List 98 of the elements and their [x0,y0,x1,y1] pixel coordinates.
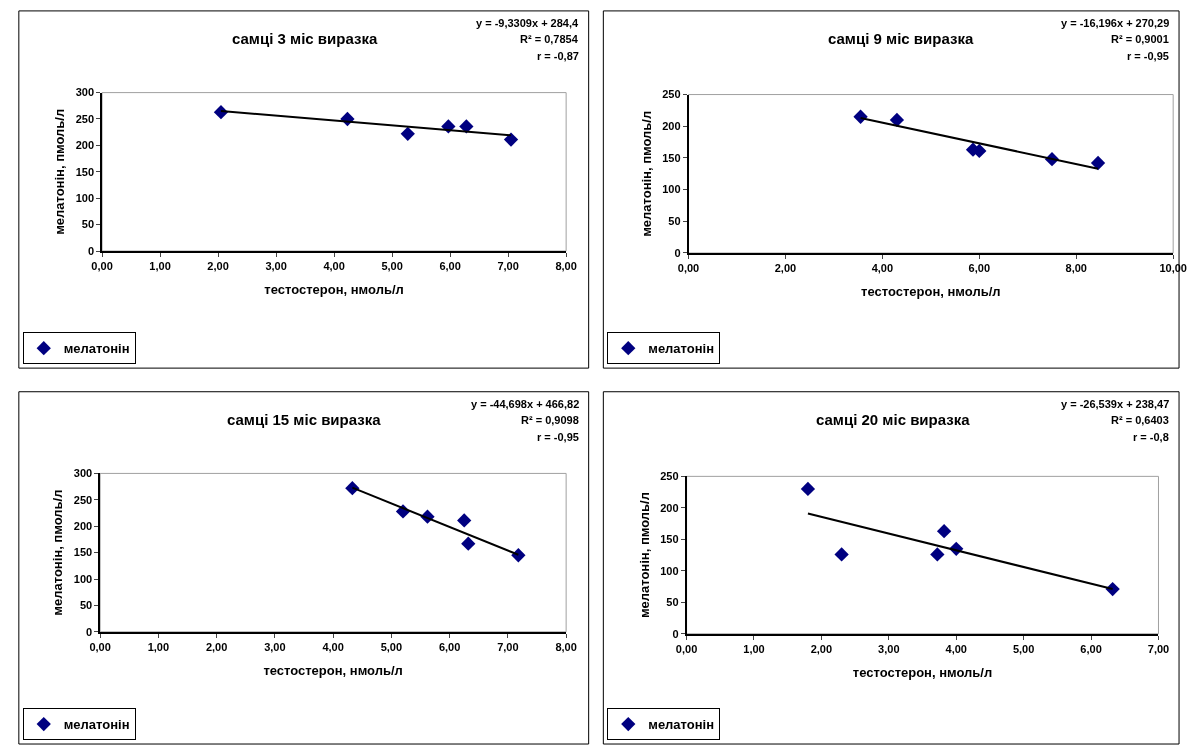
y-tick-label: 100 [662,183,681,196]
x-tick-label: 5,00 [1012,642,1035,655]
x-tick-label: 0,00 [91,259,113,272]
text: y = -26,539x + 238,47 [1061,398,1170,410]
x-tick-label: 7,00 [497,640,519,653]
x-tick-label: 1,00 [147,640,170,653]
x-axis-title: тестостерон, нмоль/л [852,664,993,680]
y-axis-title: мелатонін, пмоль/л [50,489,66,616]
chart-title: самці 15 міс виразка [227,411,382,428]
x-axis-title: тестостерон, нмоль/л [264,282,404,298]
y-axis-title: мелатонін, пмоль/л [636,492,652,619]
y-tick-label: 250 [73,493,93,506]
y-tick-label: 250 [662,88,681,101]
y-tick-label: 50 [81,218,95,231]
y-tick-label: 200 [75,139,95,152]
text: R² = 0,9001 [1111,33,1169,45]
point [930,547,945,562]
y-tick-label: 0 [674,246,681,259]
x-tick-label: 0,00 [89,640,111,653]
chart-title: самці 20 міс виразка [816,411,971,428]
x-tick-label: 3,00 [265,259,287,272]
text: R² = 0,6403 [1111,414,1169,426]
y-tick-label: 50 [79,599,93,612]
x-tick-label: 4,00 [322,640,344,653]
point [936,524,952,539]
y-tick-label: 150 [662,151,681,164]
legend-label: мелатонін [648,341,715,357]
y-tick-label: 100 [73,572,93,585]
y-tick-label: 200 [73,520,93,533]
x-tick-label: 1,00 [149,259,171,272]
x-axis-title: тестостерон, нмоль/л [861,284,1001,300]
x-tick-label: 8,00 [555,259,577,272]
y-tick-label: 0 [86,625,93,638]
y-axis-title: мелатонін, пмоль/л [638,110,654,237]
x-tick-label: 6,00 [439,259,461,272]
x-tick-label: 2,00 [207,259,229,272]
y-tick-label: 150 [660,533,679,546]
x-tick-label: 6,00 [438,640,461,653]
point [889,112,905,128]
point [1090,155,1106,171]
x-tick-label: 10,00 [1159,261,1187,274]
y-tick-label: 200 [660,501,679,514]
legend-label: мелатонін [63,341,130,357]
x-tick-label: 3,00 [878,642,900,655]
x-tick-label: 0,00 [675,642,698,655]
legend-label: мелатонін [648,717,715,733]
point [511,548,526,563]
chart-title: самці 9 міс виразка [828,30,974,47]
y-tick-label: 0 [672,627,679,640]
x-tick-label: 1,00 [743,642,765,655]
x-tick-label: 5,00 [381,259,403,272]
text: r = -0,87 [537,50,579,62]
y-tick-label: 100 [75,192,95,205]
point [459,119,474,134]
x-tick-label: 3,00 [264,640,286,653]
text: R² = 0,9098 [521,414,579,426]
point [461,536,476,551]
text: r = -0,95 [1127,50,1169,62]
y-tick-label: 0 [87,244,95,257]
text: R² = 0,7854 [520,33,579,45]
x-tick-label: 8,00 [555,640,577,653]
x-tick-label: 5,00 [380,640,403,653]
x-tick-label: 6,00 [1080,642,1102,655]
x-tick-label: 0,00 [677,261,700,274]
x-tick-label: 2,00 [810,642,833,655]
y-axis-title: мелатонін, пмоль/л [52,108,68,235]
x-tick-label: 4,00 [323,259,345,272]
x-tick-label: 7,00 [497,259,519,272]
text: y = -16,196x + 270,29 [1061,17,1170,29]
point [834,547,849,562]
y-tick-label: 150 [73,546,93,559]
point [457,513,472,528]
y-tick-label: 300 [73,467,93,480]
y-tick-label: 100 [660,564,679,577]
point [503,132,519,147]
point [400,126,415,141]
x-tick-label: 6,00 [968,261,991,274]
chart-title: самці 3 міс виразка [232,30,378,47]
x-tick-label: 2,00 [205,640,228,653]
y-tick-label: 50 [666,596,679,609]
point [800,481,816,497]
text: y = -9,3309x + 284,4 [476,17,580,29]
x-axis-title: тестостерон, нмоль/л [263,662,403,678]
x-tick-label: 4,00 [945,642,967,655]
x-tick-label: 8,00 [1065,261,1087,274]
text: r = -0,8 [1133,431,1169,443]
y-tick-label: 300 [75,86,95,99]
y-tick-label: 250 [75,112,95,125]
y-tick-label: 250 [660,470,679,483]
y-tick-label: 150 [75,165,95,178]
text: y = -44,698x + 466,82 [471,398,580,410]
legend-label: мелатонін [63,717,130,733]
y-tick-label: 50 [668,215,681,228]
x-tick-label: 7,00 [1147,642,1170,655]
x-tick-label: 2,00 [774,261,797,274]
text: r = -0,95 [537,431,579,443]
x-tick-label: 4,00 [871,261,894,274]
y-tick-label: 200 [662,120,681,133]
